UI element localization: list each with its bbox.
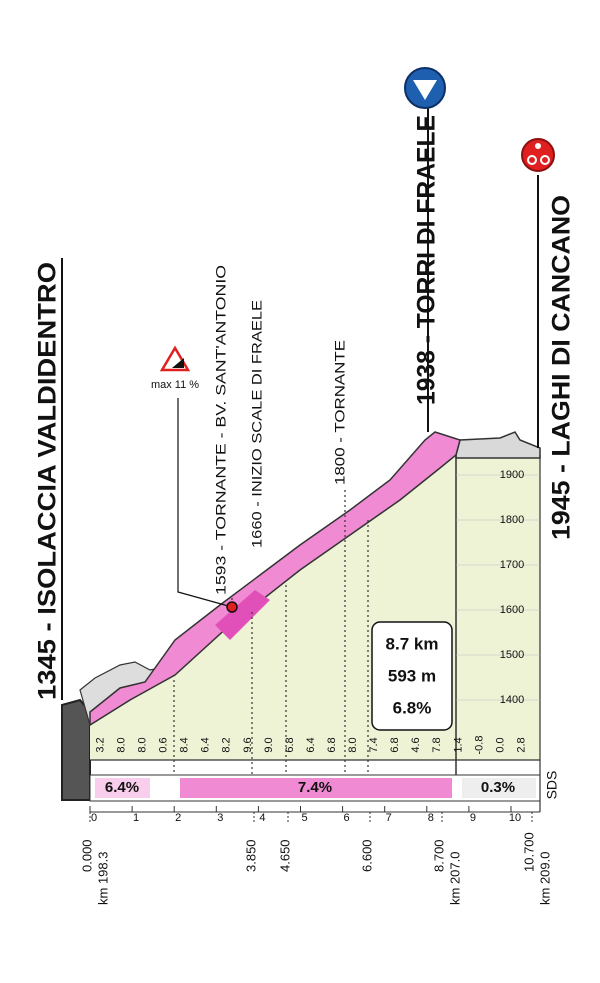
km-tick-label: 3 <box>217 812 223 824</box>
sector <box>95 778 150 798</box>
km-tick-label: 6 <box>344 812 350 824</box>
sector-gradient: 7.4% <box>298 779 332 796</box>
half-km-gradient: 8.2 <box>221 737 233 752</box>
half-km-gradient: 4.6 <box>410 737 422 752</box>
place-label: 1800 - TORNANTE <box>332 340 348 485</box>
distance-mark: 0.000 <box>79 839 94 872</box>
km-tick-label: 9 <box>470 812 476 824</box>
warning-slope <box>172 358 184 368</box>
profile-area <box>90 455 540 760</box>
half-km-gradient: 6.8 <box>326 737 338 752</box>
altitude-label: 1700 <box>500 559 524 571</box>
km-tick-label: 10 <box>509 812 521 824</box>
start-wall <box>61 698 91 801</box>
half-km-gradient: 2.8 <box>515 737 527 752</box>
km-mark: km 198.3 <box>95 852 110 905</box>
half-km-gradient: 6.8 <box>389 737 401 752</box>
leader <box>177 398 233 608</box>
sector <box>180 778 452 798</box>
max-point <box>226 601 238 613</box>
half-km-gradient: 7.8 <box>431 737 443 752</box>
place-label: 1660 - INIZIO SCALE DI FRAELE <box>249 300 265 548</box>
half-km-gradient: 8.4 <box>179 737 191 752</box>
distance-mark: 3.850 <box>243 839 258 872</box>
half-km-gradient: 1.4 <box>452 737 464 752</box>
half-km-gradient: 8.0 <box>115 737 127 752</box>
km-tick-label: 4 <box>259 812 265 824</box>
steep-section <box>215 590 270 640</box>
km-tick-label: 8 <box>428 812 434 824</box>
distance-mark: 8.700 <box>431 839 446 872</box>
profile-band <box>89 431 461 727</box>
distance-mark: 10.700 <box>521 832 536 872</box>
half-km-gradient: -0.8 <box>473 736 485 755</box>
summary-length: 8.7 km <box>386 634 439 653</box>
place-label: 1593 - TORNANTE - BV. SANT'ANTONIO <box>213 265 229 595</box>
finish-icon-wheel <box>540 155 550 165</box>
distance-mark: 6.600 <box>359 839 374 872</box>
half-km-gradient: 6.8 <box>284 737 296 752</box>
distance-mark: 4.650 <box>277 839 292 872</box>
km-tick-label: 0 <box>91 812 97 824</box>
km-mark: km 209.0 <box>537 852 552 905</box>
sector <box>462 778 536 798</box>
summary-box <box>371 621 453 731</box>
sector-gradient: 6.4% <box>105 779 139 796</box>
half-km-gradient: 9.6 <box>242 737 254 752</box>
max-gradient: max 11 % <box>151 379 199 391</box>
finish-icon-rider <box>535 143 541 149</box>
logo: SDS <box>544 771 560 800</box>
summit-icon-arrow <box>413 80 437 100</box>
half-km-gradient: 6.4 <box>200 737 212 752</box>
km-tick-label: 2 <box>175 812 181 824</box>
half-km-gradient: 0.6 <box>158 737 170 752</box>
half-km-gradient: 3.2 <box>94 737 106 752</box>
half-km-gradient: 6.4 <box>305 737 317 752</box>
altitude-label: 1800 <box>500 514 524 526</box>
place-label: 1938 - TORRI DI FRAELE <box>413 115 441 405</box>
summary-gradient: 6.8% <box>393 698 432 717</box>
half-km-gradient: 9.0 <box>263 737 275 752</box>
half-km-gradient: 0.0 <box>494 737 506 752</box>
half-km-gradient: 8.0 <box>137 737 149 752</box>
altitude-label: 1400 <box>500 694 524 706</box>
altitude-label: 1600 <box>500 604 524 616</box>
sector-gradient: 0.3% <box>481 779 515 796</box>
place-label: 1345 - ISOLACCIA VALDIDENTRO <box>34 262 62 700</box>
km-mark: km 207.0 <box>447 852 462 905</box>
km-tick-label: 5 <box>301 812 307 824</box>
summary-gain: 593 m <box>388 666 436 685</box>
km-tick-label: 1 <box>133 812 139 824</box>
plateau <box>455 431 541 459</box>
half-km-gradient: 7.4 <box>368 737 380 752</box>
altitude-label: 1500 <box>500 649 524 661</box>
altitude-label: 1900 <box>500 469 524 481</box>
half-km-gradient: 8.0 <box>347 737 359 752</box>
place-label: 1945 - LAGHI DI CANCANO <box>548 195 576 540</box>
km-tick-label: 7 <box>386 812 392 824</box>
finish-icon-wheel <box>527 155 537 165</box>
